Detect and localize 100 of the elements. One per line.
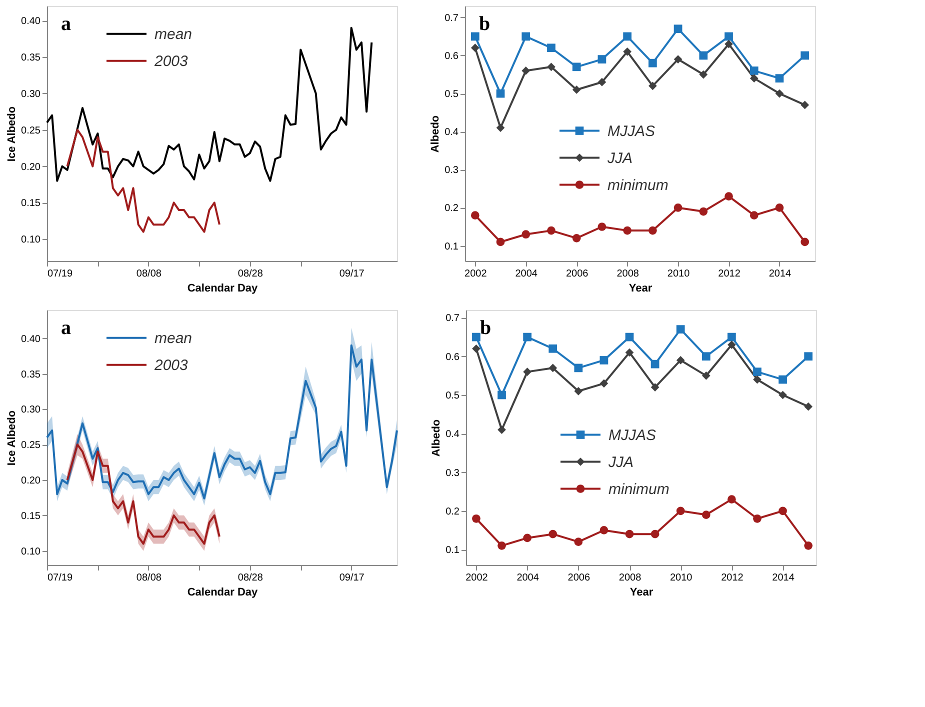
y-tick-label: 0.40 xyxy=(21,16,41,28)
legend-label: minimum xyxy=(608,176,668,194)
y-axis-title: Ice Albedo xyxy=(6,106,18,162)
point xyxy=(800,100,810,110)
point xyxy=(623,226,632,235)
legend-label: JJA xyxy=(608,454,634,471)
y-axis-title: Ice Albedo xyxy=(6,410,18,466)
point xyxy=(778,375,787,384)
point xyxy=(728,495,736,504)
point xyxy=(804,402,813,411)
y-tick-label: 0.7 xyxy=(446,313,460,324)
point xyxy=(648,58,657,68)
x-tick-label: 2012 xyxy=(718,268,741,280)
point xyxy=(496,89,505,98)
point xyxy=(699,51,708,60)
point xyxy=(625,332,634,342)
point xyxy=(699,207,708,216)
point xyxy=(728,340,736,349)
point xyxy=(674,55,682,64)
point xyxy=(548,364,558,372)
x-tick-label: 2010 xyxy=(667,268,690,280)
x-tick-label: 08/28 xyxy=(238,268,264,280)
x-tick-label: 08/28 xyxy=(238,572,264,584)
y-tick-label: 0.10 xyxy=(21,546,41,558)
y-tick-label: 0.2 xyxy=(446,506,460,518)
annotation: a xyxy=(61,13,71,35)
x-tick-label: 2004 xyxy=(516,572,540,584)
point xyxy=(572,234,581,242)
point xyxy=(676,506,685,516)
x-tick-label: 2006 xyxy=(566,268,589,280)
y-tick-label: 0.4 xyxy=(446,429,460,440)
point xyxy=(648,226,657,235)
point xyxy=(623,32,632,41)
y-tick-label: 0.20 xyxy=(21,162,41,173)
legend-label: 2003 xyxy=(154,52,189,70)
point xyxy=(750,74,758,82)
legend-label: mean xyxy=(154,330,192,347)
point xyxy=(498,390,506,400)
point xyxy=(572,86,581,94)
point xyxy=(674,204,682,212)
x-tick-label: 08/08 xyxy=(136,268,162,280)
point xyxy=(574,386,583,396)
point xyxy=(496,238,505,246)
point xyxy=(548,344,558,353)
point xyxy=(572,62,581,72)
point xyxy=(702,352,710,361)
point xyxy=(470,32,480,41)
point xyxy=(724,40,733,48)
point xyxy=(702,372,710,380)
point xyxy=(547,62,556,72)
point xyxy=(522,230,530,239)
point xyxy=(728,332,736,342)
point xyxy=(648,82,657,90)
x-tick-label: 09/17 xyxy=(339,268,365,280)
y-tick-label: 0.15 xyxy=(21,198,41,210)
point xyxy=(676,325,685,334)
point xyxy=(598,78,606,86)
y-tick-label: 0.20 xyxy=(21,476,41,486)
point xyxy=(523,368,532,376)
y-tick-label: 0.25 xyxy=(21,125,41,136)
point xyxy=(775,204,784,212)
y-tick-label: 0.1 xyxy=(444,241,459,252)
x-tick-label: 2014 xyxy=(772,572,795,584)
point xyxy=(775,89,784,98)
x-axis-title: Year xyxy=(630,586,654,598)
y-tick-label: 0.15 xyxy=(21,510,41,522)
point xyxy=(800,238,810,246)
point xyxy=(750,211,758,220)
x-tick-label: 07/19 xyxy=(48,572,73,584)
point xyxy=(702,510,710,519)
point xyxy=(800,51,810,60)
point xyxy=(674,24,682,34)
annotation: b xyxy=(480,317,492,339)
x-axis-title: Calendar Day xyxy=(187,282,259,294)
x-tick-label: 2006 xyxy=(568,572,590,584)
point xyxy=(600,379,608,388)
y-tick-label: 0.2 xyxy=(444,203,459,214)
point xyxy=(650,530,660,538)
point xyxy=(650,383,660,392)
point xyxy=(676,356,685,364)
point xyxy=(523,534,532,542)
point xyxy=(498,542,506,550)
point xyxy=(699,70,708,79)
x-axis-title: Year xyxy=(628,282,653,294)
point xyxy=(600,526,608,534)
point xyxy=(472,514,480,523)
point xyxy=(753,375,762,384)
y-tick-label: 0.10 xyxy=(21,234,41,246)
point xyxy=(548,530,558,538)
point xyxy=(600,356,608,364)
point xyxy=(598,55,606,64)
legend-label: mean xyxy=(154,26,192,43)
point xyxy=(724,192,733,200)
point xyxy=(750,66,758,75)
x-tick-label: 2008 xyxy=(618,572,642,584)
point xyxy=(498,426,506,434)
point xyxy=(753,368,762,376)
y-tick-label: 0.5 xyxy=(444,89,459,100)
point xyxy=(804,542,813,550)
line-series xyxy=(66,128,220,233)
